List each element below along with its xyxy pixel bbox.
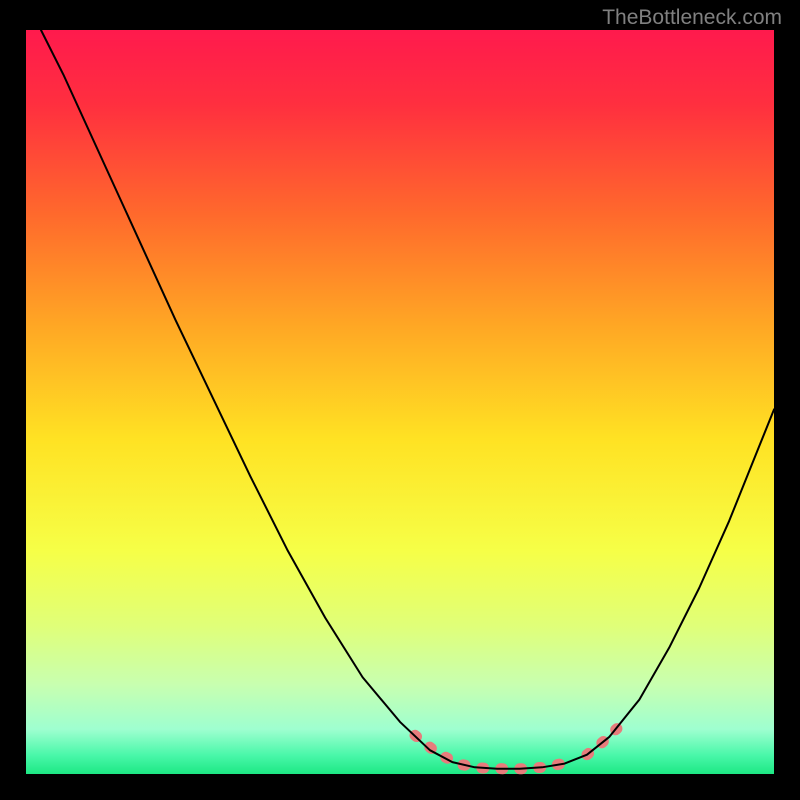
chart-container: TheBottleneck.com xyxy=(0,0,800,800)
watermark-text: TheBottleneck.com xyxy=(602,6,782,30)
bottleneck-curve-chart xyxy=(0,0,800,800)
